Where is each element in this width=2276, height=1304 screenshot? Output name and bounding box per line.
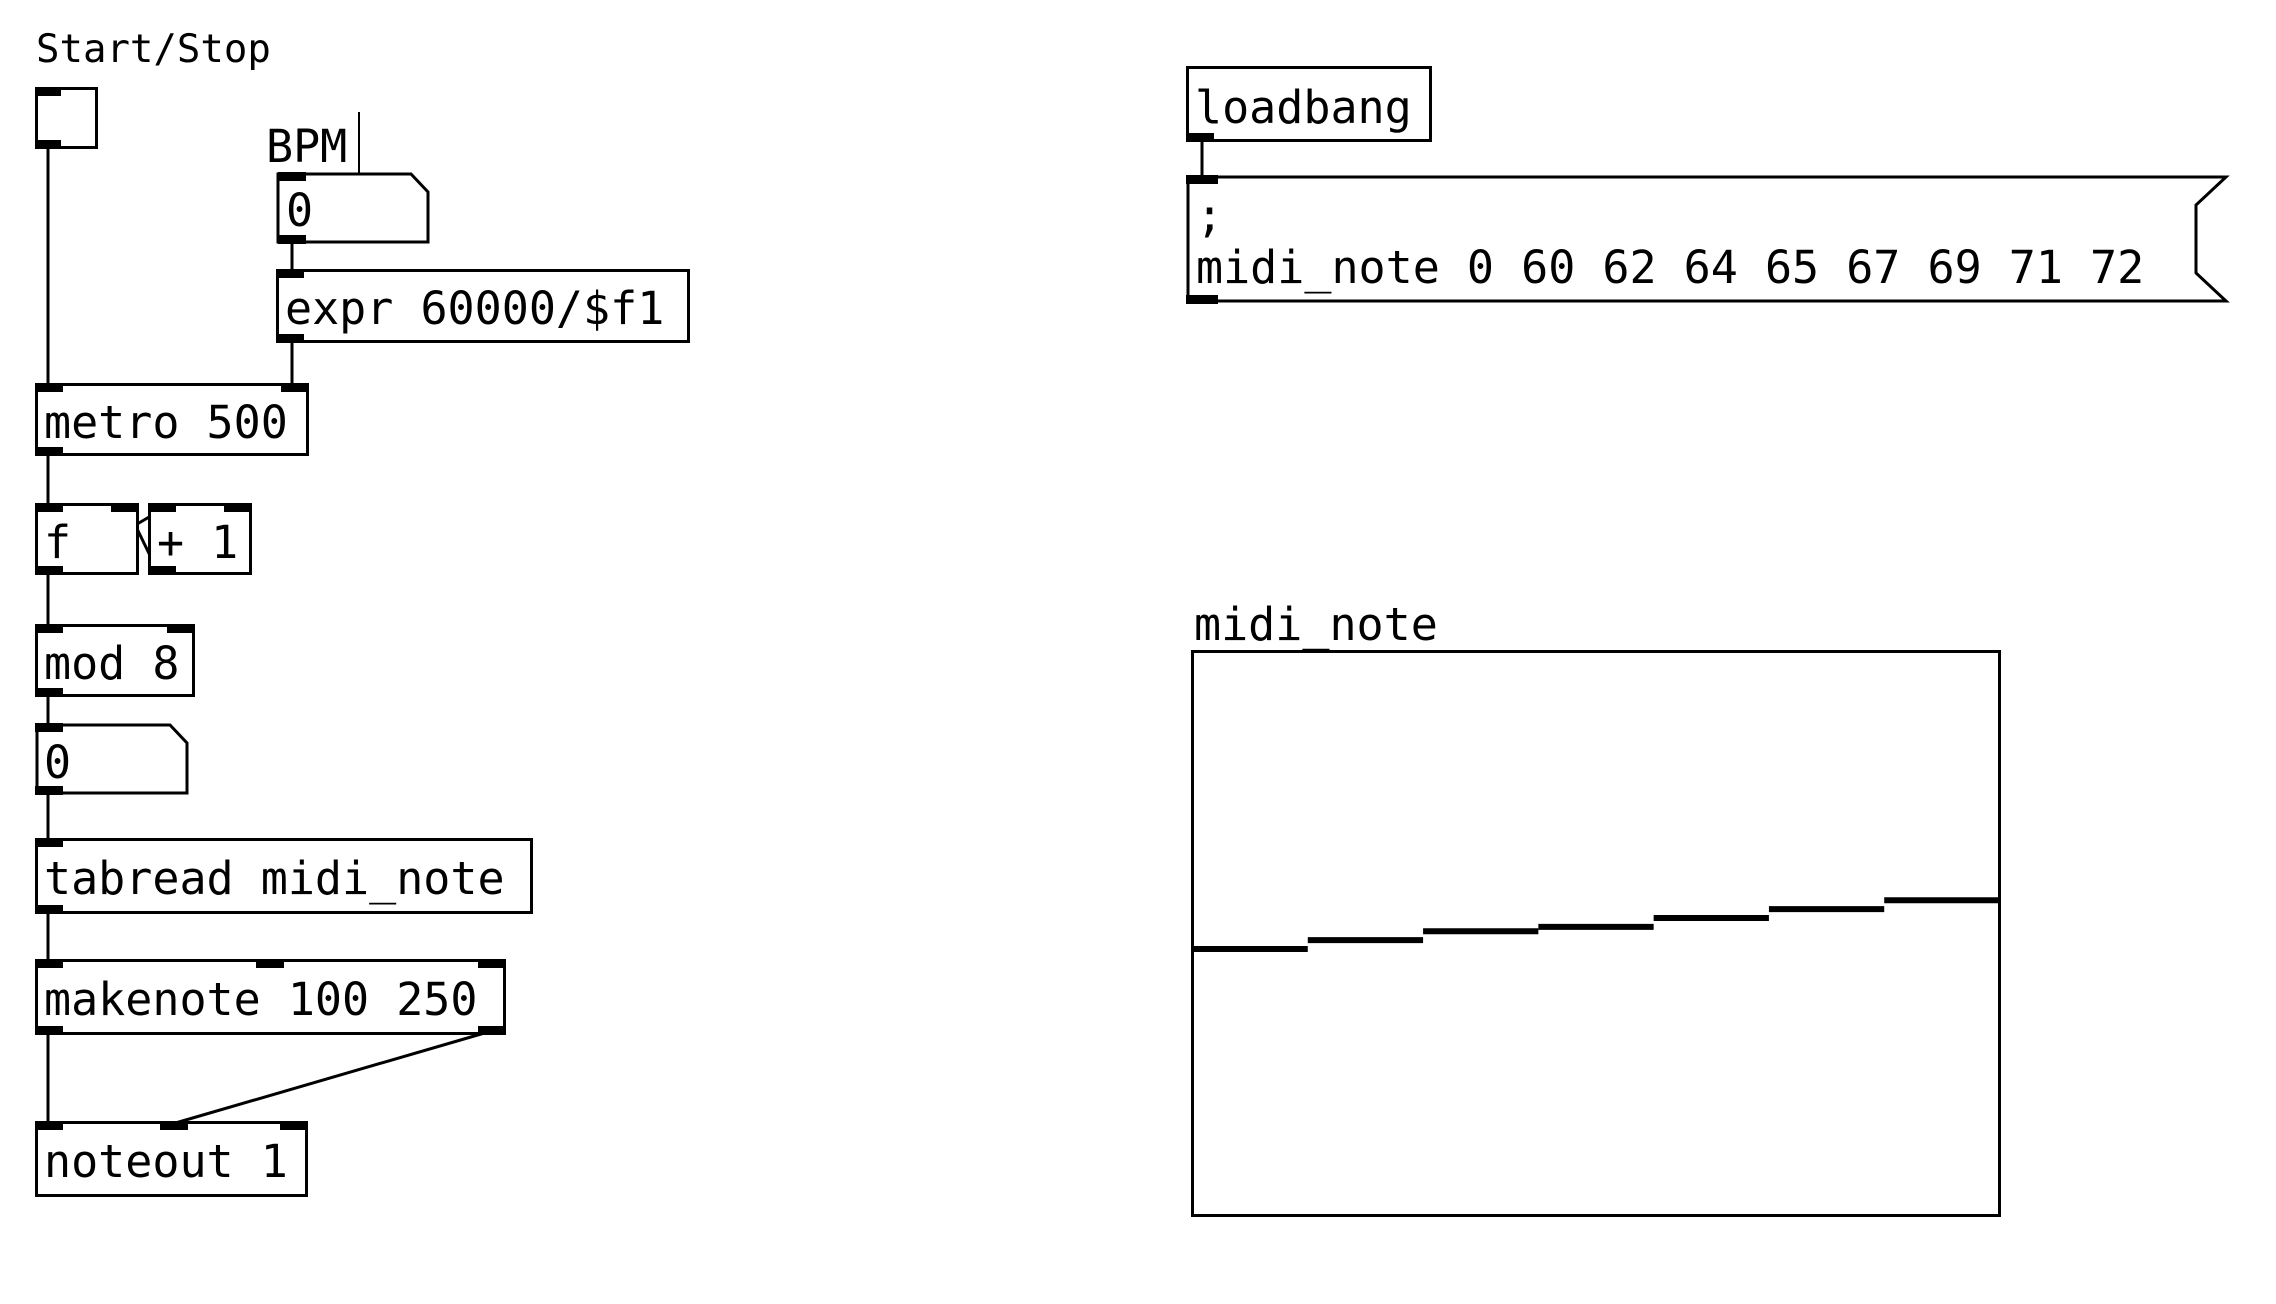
array-init-message[interactable] [1186,175,2231,305]
inlet-middle[interactable] [160,1121,188,1130]
metro-object[interactable]: metro 500 [35,383,309,456]
start-stop-comment: Start/Stop [36,27,271,72]
makenote-object[interactable]: makenote 100 250 [35,959,506,1035]
inlet-left[interactable] [35,1121,63,1130]
plus-text: + 1 [157,516,239,569]
mod-text: mod 8 [44,637,180,690]
metro-text: metro 500 [44,396,288,449]
message-line-2: midi_note 0 60 62 64 65 67 69 71 72 [1196,241,2145,294]
outlet[interactable] [148,566,176,575]
inlet-right[interactable] [280,1121,308,1130]
mod-object[interactable]: mod 8 [35,624,195,697]
midi-note-array-graph[interactable] [1191,650,2004,1220]
outlet[interactable] [35,140,61,149]
expr-text: expr 60000/$f1 [285,282,665,335]
bpm-value: 0 [286,184,314,237]
float-object[interactable]: f [35,503,139,575]
inlet-left[interactable] [35,959,63,968]
tabread-object[interactable]: tabread midi_note [35,838,533,914]
outlet[interactable] [35,688,63,697]
outlet[interactable] [1186,133,1214,142]
float-text: f [44,516,72,569]
message-line-1: ; [1196,189,1224,242]
bpm-number-box[interactable] [276,172,431,244]
outlet[interactable] [276,334,304,343]
counter-number-box[interactable] [35,723,190,795]
start-stop-toggle[interactable] [35,87,98,149]
inlet[interactable] [276,269,304,278]
inlet-right[interactable] [111,503,139,512]
inlet-left[interactable] [35,624,63,633]
inlet-right[interactable] [281,383,309,392]
inlet[interactable] [35,87,61,96]
inlet-left[interactable] [35,383,63,392]
loadbang-object[interactable]: loadbang [1186,66,1432,142]
plus-object[interactable]: + 1 [148,503,252,575]
outlet-left[interactable] [35,1026,63,1035]
inlet-right[interactable] [224,503,252,512]
array-name-label: midi_note [1194,598,1438,651]
outlet[interactable] [35,905,63,914]
loadbang-text: loadbang [1195,81,1412,134]
outlet[interactable] [35,447,63,456]
inlet[interactable] [35,838,63,847]
noteout-text: noteout 1 [44,1135,288,1188]
expr-object[interactable]: expr 60000/$f1 [276,269,690,343]
bpm-label: BPM [266,120,348,173]
noteout-object[interactable]: noteout 1 [35,1121,308,1197]
inlet-left[interactable] [148,503,176,512]
makenote-text: makenote 100 250 [44,973,478,1026]
outlet[interactable] [35,566,63,575]
counter-value: 0 [44,736,72,789]
wire-makenote-noteout-velocity[interactable] [171,1030,489,1126]
inlet-left[interactable] [35,503,63,512]
inlet-middle[interactable] [256,959,284,968]
inlet-right[interactable] [478,959,506,968]
tabread-text: tabread midi_note [44,852,505,905]
inlet-right[interactable] [167,624,195,633]
bpm-label-cursor [358,112,360,178]
outlet-right[interactable] [478,1026,506,1035]
